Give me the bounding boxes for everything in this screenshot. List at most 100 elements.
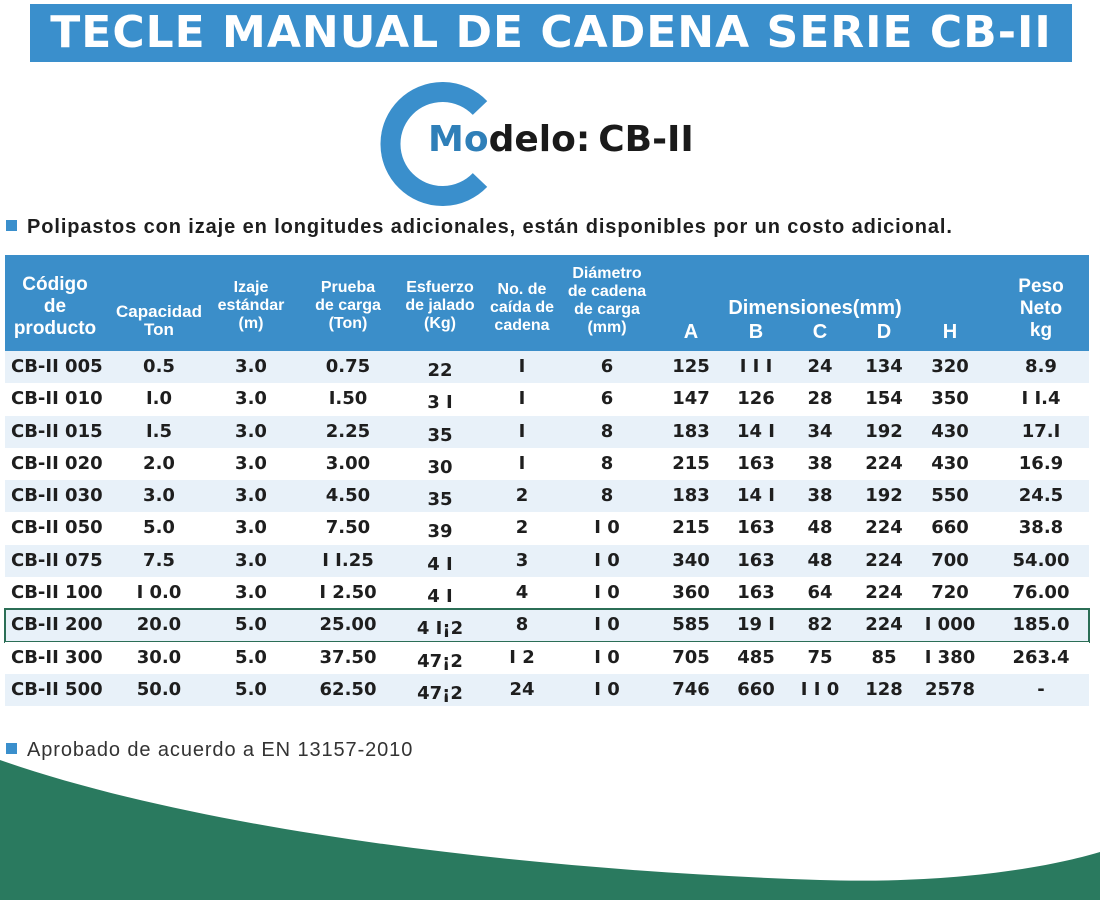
cell-pull: 3 I: [427, 392, 453, 414]
cell-code: CB-II 200: [11, 614, 103, 636]
cell-code: CB-II 100: [11, 582, 103, 604]
cell-a: 340: [672, 549, 710, 571]
table-header: Código de producto Capacidad Ton Izaje están…: [5, 255, 1089, 351]
cell-a: 147: [672, 388, 710, 410]
cell-test: I 2.50: [319, 582, 377, 604]
header-dim-d: D: [876, 321, 892, 343]
cell-c: 34: [807, 420, 833, 442]
cell-pull: 4 I¡2: [416, 618, 464, 640]
cell-pull: 4 I: [427, 586, 453, 608]
cell-h: I 380: [924, 646, 976, 668]
cell-test: 25.00: [319, 614, 377, 636]
logo-ring-icon: [380, 82, 488, 206]
cell-dia: 8: [600, 420, 614, 442]
cell-w: 8.9: [1025, 356, 1057, 377]
cell-b: 19 I: [736, 614, 775, 636]
cell-cap: 20.0: [136, 614, 182, 636]
cell-falls: 24: [509, 678, 535, 700]
cell-d: 224: [865, 549, 903, 571]
cell-lift: 3.0: [235, 582, 267, 604]
table-body: CB-II 005 0.5 3.0 0.75 22 I 6 125 I I I 24 134 320 8…: [4, 351, 1090, 707]
cell-lift: 3.0: [235, 420, 267, 442]
cell-test: 0.75: [325, 356, 371, 377]
cell-b: 485: [737, 646, 775, 668]
cell-h: I 000: [924, 614, 976, 636]
cell-a: 125: [672, 356, 710, 377]
cell-w: I I.4: [1021, 388, 1061, 410]
cell-code: CB-II 015: [11, 420, 103, 442]
cell-cap: 50.0: [136, 678, 182, 700]
header-dim-c: C: [812, 321, 828, 343]
cell-b: 126: [737, 388, 775, 410]
model-prefix-blue: Mo: [428, 119, 489, 160]
cell-d: 224: [865, 517, 903, 539]
cell-pull: 35: [427, 424, 453, 446]
cell-test: I.50: [328, 388, 368, 410]
cell-pull: 47¡2: [417, 650, 463, 672]
header-chain-diameter: Diámetro de cadena de carga (mm): [567, 265, 647, 336]
cell-w: 17.I: [1021, 420, 1061, 442]
cell-dia: 8: [600, 485, 614, 507]
model-label: Modelo: CB-II: [428, 116, 694, 164]
cell-a: 215: [672, 452, 710, 474]
cell-pull: 30: [427, 456, 453, 478]
header-dim-a: A: [683, 321, 699, 343]
header-pull-force: Esfuerzo de jalado (Kg): [405, 279, 475, 332]
cell-falls: 3: [515, 549, 529, 571]
cell-c: 82: [807, 614, 833, 636]
cell-w: 185.0: [1012, 614, 1070, 636]
cell-dia: I 0: [594, 646, 620, 668]
cell-lift: 3.0: [235, 388, 267, 410]
cell-d: 85: [871, 646, 897, 668]
cell-pull: 47¡2: [417, 682, 463, 704]
table-row: CB-II 300 30.0 5.0 37.50 47¡2 I 2 I 0 705 485 75 8…: [5, 641, 1089, 674]
cell-code: CB-II 500: [11, 678, 103, 700]
table-row: CB-II 500 50.0 5.0 62.50 47¡2 24 I 0 746 660 I I …: [5, 673, 1089, 707]
cell-d: 134: [865, 356, 903, 377]
cell-cap: 0.5: [143, 356, 175, 377]
cell-h: 700: [931, 549, 969, 571]
header-capacity: Capacidad Ton: [116, 302, 202, 339]
cell-w: -: [1037, 678, 1045, 700]
cell-c: 64: [807, 582, 833, 604]
cell-c: 28: [807, 388, 833, 410]
table-row: CB-II 050 5.0 3.0 7.50 39 2 I 0 215 163 48 224 660 3…: [5, 512, 1089, 545]
cell-dia: I 0: [594, 678, 620, 700]
cell-h: 550: [931, 485, 969, 507]
cell-d: 224: [865, 582, 903, 604]
cell-c: 75: [807, 646, 833, 668]
cell-lift: 5.0: [235, 678, 267, 700]
decorative-wave: [0, 760, 1100, 900]
table-row: CB-II 075 7.5 3.0 I I.25 4 I 3 I 0 340 163 48 224 7…: [5, 544, 1089, 578]
cell-b: 163: [737, 582, 775, 604]
cell-h: 350: [931, 388, 969, 410]
header-weight: Peso Neto kg: [1018, 276, 1064, 341]
header-dim-h: H: [942, 321, 958, 343]
cell-falls: 8: [515, 614, 529, 636]
note-approval: Aprobado de acuerdo a EN 13157-2010: [6, 736, 413, 764]
cell-dia: 6: [600, 356, 614, 377]
cell-a: 585: [672, 614, 710, 636]
cell-test: 62.50: [319, 678, 377, 700]
header-falls: No. de caída de cadena: [489, 281, 555, 334]
cell-c: 48: [807, 549, 833, 571]
cell-a: 360: [672, 582, 710, 604]
cell-cap: I.0: [145, 388, 173, 410]
table-row: CB-II 010 I.0 3.0 I.50 3 I I 6 147 126 28 154 350 I …: [5, 383, 1089, 416]
cell-lift: 5.0: [235, 614, 267, 636]
cell-falls: 2: [515, 517, 529, 539]
cell-lift: 3.0: [235, 549, 267, 571]
cell-c: 38: [807, 452, 833, 474]
header-dim-b: B: [748, 321, 764, 343]
cell-d: 224: [865, 614, 903, 636]
cell-h: 320: [931, 356, 969, 377]
cell-c: 24: [807, 356, 833, 377]
cell-cap: I.5: [145, 420, 173, 442]
cell-w: 38.8: [1018, 517, 1064, 539]
cell-h: 2578: [924, 678, 976, 700]
cell-pull: 39: [427, 521, 453, 543]
bullet-icon: [6, 220, 17, 232]
cell-lift: 3.0: [235, 517, 267, 539]
cell-code: CB-II 030: [11, 485, 103, 507]
cell-falls: I 2: [509, 646, 535, 668]
